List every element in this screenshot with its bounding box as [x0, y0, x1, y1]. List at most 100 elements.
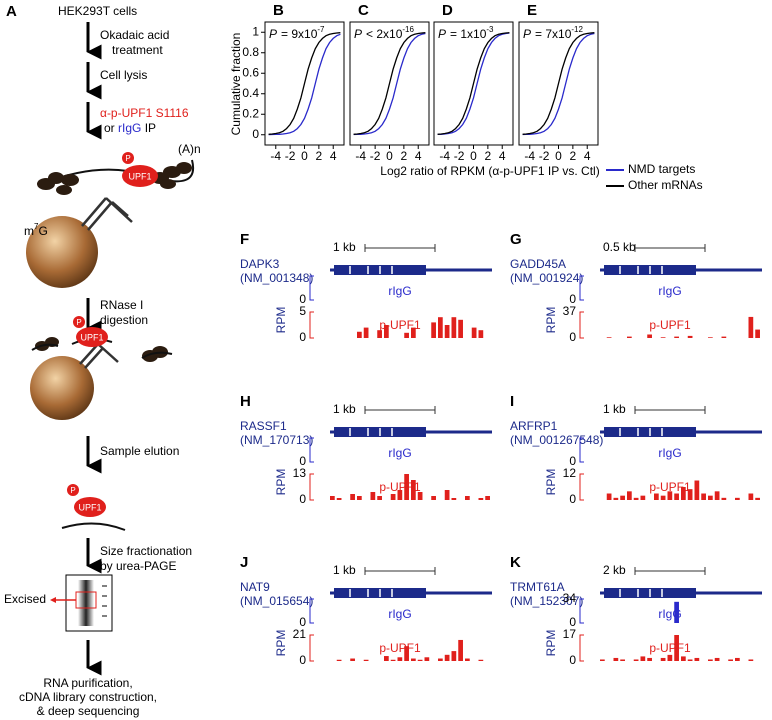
x-tick-label: 4	[499, 149, 506, 163]
coverage-bar	[397, 490, 403, 500]
coverage-bar	[390, 494, 396, 500]
scale-tick-label: 0	[299, 330, 306, 344]
coverage-bar	[404, 474, 409, 500]
rpm-label: RPM	[274, 469, 288, 496]
coverage-bar	[417, 492, 423, 500]
scale-tick-label: 0	[299, 292, 306, 306]
word: or	[104, 121, 115, 135]
y-tick-label: 0.8	[242, 45, 259, 59]
coverage-bar	[370, 492, 376, 500]
coverage-bar	[350, 494, 355, 500]
coverage-bar	[748, 659, 754, 661]
word: m	[24, 224, 34, 238]
coverage-bar	[620, 495, 625, 500]
coverage-bar	[714, 491, 720, 500]
coverage-bar	[350, 658, 355, 661]
x-tick-label: -4	[270, 149, 281, 163]
scale-tick-label: 5	[299, 304, 306, 318]
gene-name: ARFRP1	[510, 419, 558, 433]
cdf-line	[437, 32, 510, 136]
x-tick-label: 0	[386, 149, 393, 163]
x-tick-label: -4	[524, 149, 535, 163]
panel-label: C	[358, 2, 369, 19]
y-tick-label: 0.4	[242, 86, 259, 100]
scale-bar	[364, 244, 436, 252]
coverage-bar	[633, 497, 639, 500]
coverage-bar	[411, 480, 416, 500]
gene-name: DAPK3	[240, 257, 280, 271]
accession: (NM_170713)	[240, 433, 313, 447]
panel-label: E	[527, 2, 537, 19]
scale-bracket	[309, 634, 314, 662]
y-tick-label: 0.2	[242, 106, 259, 120]
panel-label: J	[240, 554, 248, 571]
step-text: HEK293T cells	[58, 4, 137, 18]
p-relation: < 2x10	[366, 27, 403, 41]
rigg-label: rIgG	[658, 446, 681, 460]
rpm-label: RPM	[274, 630, 288, 657]
scale-tick-label: 0	[569, 292, 576, 306]
x-tick-label: -2	[454, 149, 465, 163]
coverage-bar	[411, 327, 416, 338]
coverage-bar	[330, 496, 335, 500]
accession: (NM_001348)	[240, 271, 313, 285]
step-text: cDNA library construction,	[19, 690, 157, 704]
x-tick-label: -2	[370, 149, 381, 163]
coverage-bar	[485, 496, 490, 500]
coverage-bar	[336, 659, 342, 661]
coverage-bar	[674, 601, 679, 623]
p-symbol: P	[269, 27, 277, 41]
cdf-line	[522, 32, 595, 136]
x-tick-label: 4	[584, 149, 591, 163]
rpm-label: RPM	[544, 469, 558, 496]
p-exponent: -12	[571, 25, 583, 34]
pupf1-label: p-UPF1	[649, 318, 691, 332]
gel-markers	[102, 585, 107, 617]
coverage-bar	[384, 656, 389, 661]
cap: m7G	[24, 222, 48, 238]
coverage-bar	[451, 498, 457, 500]
coverage-bar	[701, 493, 706, 500]
step-text: by urea-PAGE	[100, 559, 176, 573]
p-relation: = 7x10	[535, 27, 572, 41]
gene-name: RASSF1	[240, 419, 287, 433]
coverage-bar	[458, 639, 463, 661]
scale-tick-label: 0	[299, 653, 306, 667]
scale-bar	[364, 406, 436, 414]
phospho-label: P	[76, 318, 81, 327]
scale-tick-label: 17	[563, 627, 577, 641]
coverage-bar	[438, 317, 443, 338]
coverage-bar	[357, 331, 362, 338]
coverage-bar	[606, 493, 612, 500]
scale-bar	[364, 567, 436, 575]
cdf-line	[353, 32, 426, 135]
scale-tick-label: 21	[293, 627, 307, 641]
scale-tick-label: 0	[569, 653, 576, 667]
x-tick-label: 2	[401, 149, 408, 163]
word: 7	[34, 222, 39, 231]
coverage-bar	[721, 497, 727, 500]
word: G	[38, 224, 47, 238]
phospho	[67, 484, 79, 496]
coverage-bar	[627, 491, 632, 500]
scale-bracket	[579, 275, 584, 301]
coverage-bar	[363, 327, 369, 338]
coverage-bar	[613, 657, 619, 661]
panel-label: G	[510, 231, 522, 248]
coverage-bar	[600, 659, 605, 661]
coverage-bar	[674, 493, 679, 500]
x-tick-label: -2	[539, 149, 550, 163]
rigg-label: rIgG	[388, 446, 411, 460]
coverage-bar	[478, 498, 484, 500]
scale-bracket	[579, 473, 584, 501]
coverage-bar	[721, 336, 727, 338]
excised-label: Excised	[4, 592, 46, 606]
scale-tick-label: 0	[299, 492, 306, 506]
coverage-bar	[431, 496, 436, 500]
scale-label: 1 kb	[333, 563, 356, 577]
step-text: treatment	[112, 43, 163, 57]
scale-label: 0.5 kb	[603, 240, 636, 254]
x-tick-label: 4	[330, 149, 337, 163]
coverage-bar	[465, 658, 470, 661]
scale-bracket	[579, 311, 584, 339]
